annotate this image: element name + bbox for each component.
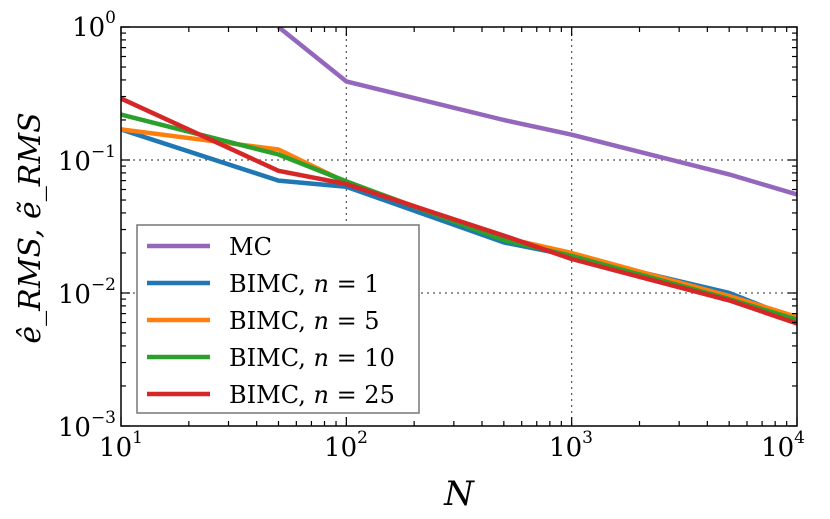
x-tick-label-2: 103 <box>549 428 593 463</box>
x-tick-label-3: 104 <box>761 428 805 463</box>
y-tick-label-3: 100 <box>72 8 116 43</box>
legend: MC BIMC, n = 1 BIMC, n = 5 BIMC, n = 10 BIMC… <box>136 224 420 414</box>
x-axis-title: N <box>443 474 475 514</box>
legend-label-4: BIMC, n = 25 <box>229 381 395 409</box>
ticks <box>120 26 798 427</box>
legend-label-3: BIMC, n = 10 <box>229 344 395 372</box>
x-tick-labels: 101 102 103 104 <box>99 428 805 463</box>
series-line-0 <box>277 27 797 197</box>
y-tick-label-0: 10−3 <box>58 408 116 443</box>
legend-label-0: MC <box>229 233 272 261</box>
legend-label-2: BIMC, n = 5 <box>229 307 380 335</box>
y-axis-title: ê_RMS, ẽ_RMS <box>13 112 48 343</box>
series-line-4 <box>121 96 797 326</box>
x-tick-label-1: 102 <box>324 428 368 463</box>
y-tick-label-2: 10−1 <box>58 142 116 177</box>
legend-label-1: BIMC, n = 1 <box>229 270 380 298</box>
y-tick-labels: 10−3 10−2 10−1 100 <box>58 8 116 443</box>
x-tick-label-0: 101 <box>99 428 143 463</box>
plot-frame <box>120 26 798 427</box>
series-group <box>121 27 797 326</box>
y-tick-label-1: 10−2 <box>58 275 116 310</box>
